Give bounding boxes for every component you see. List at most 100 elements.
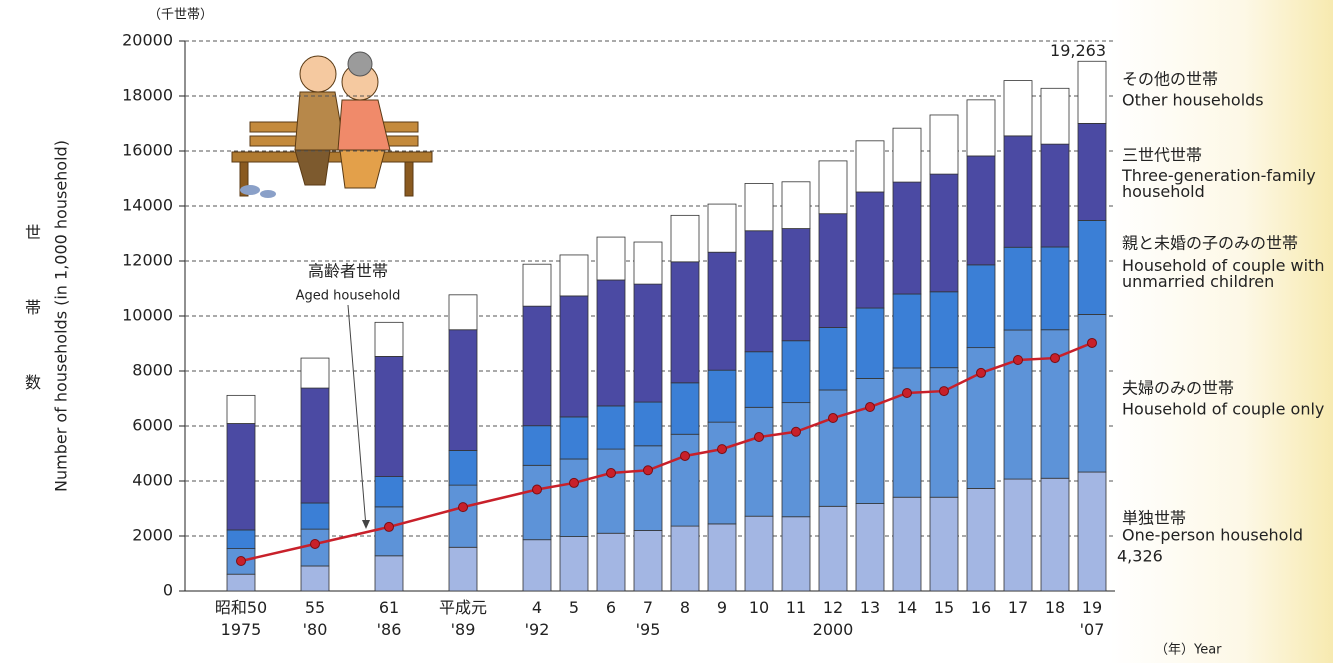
bar-segment: [929, 496, 959, 592]
bar-segment: [781, 181, 811, 229]
bar-segment: [448, 546, 478, 592]
line-marker: [680, 450, 690, 461]
x-tick-label: 6: [606, 598, 616, 617]
bar-segment: [559, 536, 589, 592]
line-marker: [902, 388, 912, 398]
line-marker: [643, 465, 653, 476]
x-tick-label: 平成元 '89: [439, 598, 487, 639]
bar-segment: [1040, 329, 1070, 479]
x-tick-line: 2000: [813, 620, 854, 639]
y-axis-label-ja: 世帯数: [25, 223, 41, 392]
x-tick-label: 15: [934, 598, 954, 617]
bar-segment: [1040, 246, 1070, 331]
legend-panel: [1110, 0, 1333, 663]
bar-segment: [1003, 80, 1033, 137]
bar-segment: [633, 241, 663, 285]
bar-segment: [596, 279, 626, 407]
x-tick-line: 9: [717, 598, 727, 617]
bar-segment: [522, 305, 552, 427]
bar-segment: [226, 529, 256, 549]
x-tick-line: '07: [1080, 620, 1105, 639]
bar-segment: [522, 425, 552, 466]
line-marker: [1087, 337, 1097, 348]
x-tick-label: 8: [680, 598, 690, 617]
legend-line: Household of couple with: [1122, 256, 1324, 275]
bar-segment: [670, 525, 700, 592]
x-tick-label: 19'07: [1080, 598, 1105, 639]
x-tick-label: 61'86: [377, 598, 402, 639]
bar-segment: [1077, 471, 1107, 592]
arrow-head: [362, 520, 370, 529]
legend-label: 親と未婚の子のみの世帯: [1122, 234, 1298, 253]
bar-segment: [596, 405, 626, 450]
bar-segment: [1003, 246, 1033, 331]
x-tick-label: 17: [1008, 598, 1028, 617]
line-marker: [569, 477, 579, 488]
x-tick-label: 4'92: [525, 598, 550, 639]
bar-segment: [300, 387, 330, 504]
legend-label: 単独世帯: [1122, 509, 1186, 528]
x-tick-line: 14: [897, 598, 917, 617]
bar-segment: [374, 321, 404, 357]
x-tick-label: 昭和50 1975: [215, 598, 267, 639]
bar-segment: [892, 496, 922, 592]
bar-segment: [892, 181, 922, 295]
x-tick-line: 15: [934, 598, 954, 617]
bar-segment: [892, 367, 922, 498]
bar-segment: [596, 532, 626, 592]
x-tick-line: 4: [532, 598, 542, 617]
y-tick-label: 2000: [132, 526, 173, 545]
x-tick-line: '80: [303, 620, 328, 639]
legend-label-en: Household of couple with unmarried childr…: [1122, 256, 1324, 291]
legend-label: その他の世帯: [1122, 70, 1218, 89]
bar-segment: [300, 357, 330, 389]
line-marker: [791, 426, 801, 437]
bar-segment: [596, 448, 626, 534]
bar-segment: [744, 515, 774, 592]
bar-segment: [633, 530, 663, 592]
bar-segment: [966, 99, 996, 157]
bar-segment: [707, 523, 737, 592]
line-marker: [532, 484, 542, 495]
x-tick-line: 5: [569, 598, 579, 617]
bar-segment: [226, 573, 256, 592]
y-tick-label: 10000: [122, 306, 173, 325]
x-tick-line: 17: [1008, 598, 1028, 617]
legend-label-en: One-person household: [1122, 526, 1303, 545]
x-tick-label: 16: [971, 598, 991, 617]
data-label: 4,326: [1117, 547, 1163, 566]
legend-line: household: [1122, 182, 1205, 201]
x-tick-line: 16: [971, 598, 991, 617]
x-tick-line: 8: [680, 598, 690, 617]
y-tick-label: 8000: [132, 361, 173, 380]
x-tick-label: 18: [1045, 598, 1065, 617]
x-tick-line: 55: [305, 598, 325, 617]
bar-segment: [559, 295, 589, 418]
bar-segment: [1077, 122, 1107, 221]
bar-segment: [855, 307, 885, 379]
bar-segment: [818, 213, 848, 328]
y-tick-label: 12000: [122, 251, 173, 270]
bar-segment: [670, 261, 700, 384]
x-tick-line: 19: [1082, 598, 1102, 617]
y-tick-label: 14000: [122, 196, 173, 215]
bar-segment: [707, 421, 737, 525]
bar-segment: [1077, 220, 1107, 315]
bar-segment: [670, 433, 700, 527]
bar-segment: [781, 402, 811, 518]
bar-segment: [1040, 87, 1070, 145]
bar-segment: [300, 565, 330, 592]
bar-segment: [522, 464, 552, 541]
bar-segment: [374, 356, 404, 477]
legend-label: 夫婦のみの世帯: [1122, 379, 1234, 398]
bar-segment: [744, 406, 774, 517]
bar-segment: [707, 251, 737, 371]
line-marker: [384, 521, 394, 532]
line-marker: [865, 402, 875, 413]
illustration: [231, 51, 433, 198]
x-tick-line: 61: [379, 598, 399, 617]
y-tick-label: 0: [163, 581, 173, 600]
bar-segment: [1077, 60, 1107, 124]
bar-segment: [226, 423, 256, 531]
